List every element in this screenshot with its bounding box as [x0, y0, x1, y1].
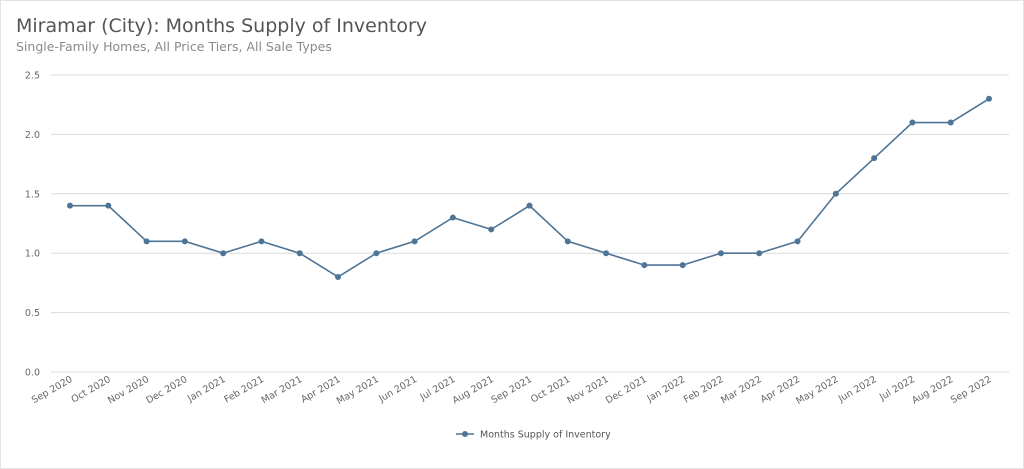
- data-point[interactable]: [871, 155, 878, 162]
- data-point[interactable]: [181, 238, 188, 245]
- chart-subtitle: Single-Family Homes, All Price Tiers, Al…: [16, 39, 332, 54]
- x-tick-label: Aug 2021: [451, 374, 496, 406]
- data-point[interactable]: [986, 95, 992, 102]
- y-axis-ticks: 0.0 0.5 1.0 1.5 2.0 2.5: [25, 71, 40, 379]
- x-tick-label: Jun 2021: [376, 374, 419, 405]
- data-point[interactable]: [220, 250, 227, 257]
- data-point[interactable]: [105, 202, 112, 209]
- x-tick-label: Feb 2022: [682, 374, 726, 406]
- series-line: [70, 98, 990, 278]
- data-point[interactable]: [794, 238, 801, 245]
- x-tick-label: Sep 2021: [489, 374, 534, 406]
- data-point[interactable]: [717, 250, 724, 257]
- data-point[interactable]: [335, 273, 342, 280]
- data-point[interactable]: [564, 238, 571, 245]
- data-point[interactable]: [832, 190, 839, 197]
- data-point[interactable]: [756, 250, 763, 257]
- x-tick-label: Mar 2022: [719, 374, 764, 406]
- data-point[interactable]: [947, 119, 954, 126]
- data-point[interactable]: [296, 250, 303, 257]
- data-point[interactable]: [603, 250, 610, 257]
- x-tick-label: Mar 2021: [260, 374, 305, 406]
- x-tick-label: Dec 2021: [604, 374, 649, 406]
- y-tick-label: 0.5: [25, 308, 40, 319]
- x-tick-label: Nov 2020: [106, 374, 151, 406]
- data-point[interactable]: [143, 238, 150, 245]
- data-point[interactable]: [67, 202, 73, 209]
- data-point[interactable]: [526, 202, 533, 209]
- y-tick-label: 1.0: [25, 249, 40, 260]
- x-tick-label: Sep 2022: [949, 374, 994, 406]
- data-point[interactable]: [909, 119, 916, 126]
- data-point[interactable]: [449, 214, 456, 221]
- data-point[interactable]: [488, 226, 495, 233]
- x-tick-label: Jun 2022: [836, 374, 879, 405]
- x-tick-label: Jan 2021: [185, 374, 228, 405]
- y-tick-label: 2.0: [25, 130, 40, 141]
- x-tick-label: Nov 2021: [565, 374, 610, 406]
- chart-title: Miramar (City): Months Supply of Invento…: [16, 15, 428, 37]
- x-tick-label: Jan 2022: [645, 374, 688, 405]
- x-tick-label: Sep 2020: [30, 374, 75, 406]
- series-group: [67, 95, 992, 280]
- y-tick-label: 1.5: [25, 189, 40, 200]
- legend-marker: [462, 431, 468, 437]
- x-tick-label: Oct 2021: [529, 374, 572, 405]
- legend-label[interactable]: Months Supply of Inventory: [480, 430, 611, 441]
- x-tick-label: May 2021: [335, 374, 381, 407]
- gridlines: [51, 74, 1009, 373]
- data-point[interactable]: [373, 250, 380, 257]
- x-tick-label: Dec 2020: [144, 374, 189, 406]
- data-point[interactable]: [641, 262, 648, 269]
- x-tick-label: May 2022: [794, 374, 840, 407]
- x-tick-label: Oct 2020: [70, 374, 113, 405]
- data-point[interactable]: [411, 238, 418, 245]
- y-tick-label: 2.5: [25, 71, 40, 82]
- legend[interactable]: Months Supply of Inventory: [456, 430, 611, 441]
- data-point[interactable]: [679, 262, 686, 269]
- data-point[interactable]: [258, 238, 265, 245]
- y-tick-label: 0.0: [25, 368, 40, 379]
- x-tick-label: Aug 2022: [910, 374, 955, 406]
- x-tick-label: Feb 2021: [222, 374, 266, 406]
